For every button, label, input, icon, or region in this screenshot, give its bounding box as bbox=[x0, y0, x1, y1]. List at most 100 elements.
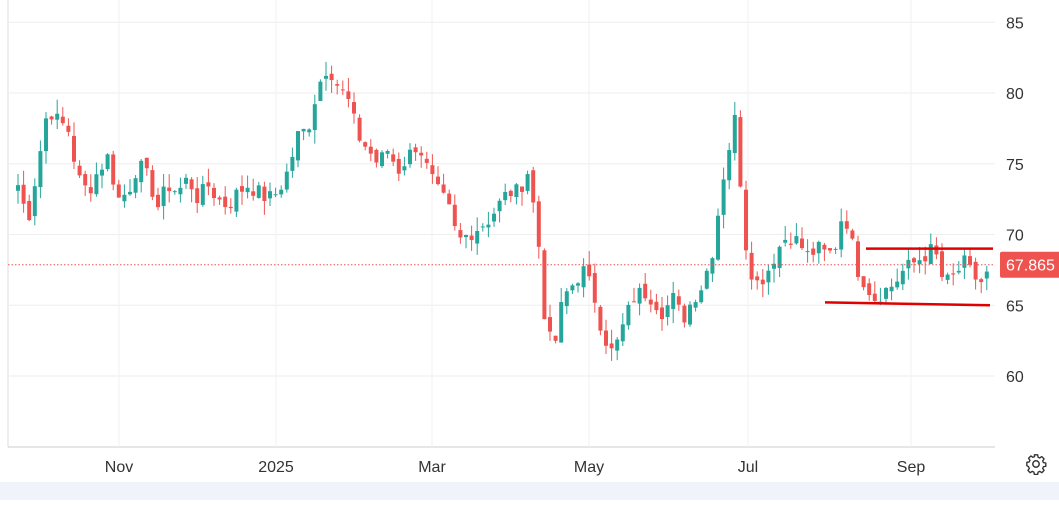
candle-body bbox=[27, 200, 32, 221]
candle bbox=[251, 178, 256, 201]
candle bbox=[385, 149, 390, 159]
candle-body bbox=[604, 330, 608, 346]
candle-body bbox=[738, 117, 743, 187]
candle bbox=[665, 295, 670, 326]
candle-body bbox=[16, 185, 20, 191]
candle-body bbox=[430, 165, 435, 175]
candle-body bbox=[839, 221, 844, 250]
settings-button[interactable] bbox=[1024, 453, 1048, 478]
candle-body bbox=[452, 204, 457, 227]
candle bbox=[100, 163, 104, 189]
candle bbox=[850, 228, 855, 241]
candle-body bbox=[934, 245, 939, 255]
candle bbox=[284, 163, 289, 193]
candle-body bbox=[766, 270, 771, 283]
candle-body bbox=[458, 230, 463, 238]
candle-body bbox=[245, 187, 250, 193]
candle bbox=[268, 182, 272, 206]
candle bbox=[777, 245, 782, 277]
x-tick-label: Nov bbox=[105, 459, 133, 476]
candle-body bbox=[900, 270, 905, 285]
candle bbox=[178, 177, 183, 203]
candle-body bbox=[402, 166, 407, 171]
candle-body bbox=[340, 89, 345, 91]
candle-body bbox=[475, 230, 480, 244]
candle bbox=[542, 248, 547, 320]
candle bbox=[318, 79, 323, 102]
candle bbox=[626, 301, 631, 330]
candle-body bbox=[570, 285, 575, 291]
candle bbox=[161, 174, 166, 220]
candle-body bbox=[553, 335, 558, 341]
candle-body bbox=[609, 343, 614, 349]
candle bbox=[592, 263, 597, 313]
candle bbox=[21, 170, 26, 213]
candle bbox=[648, 289, 653, 313]
candle bbox=[492, 207, 496, 227]
candle-body bbox=[346, 91, 351, 99]
candle-body bbox=[777, 246, 782, 268]
candle bbox=[83, 170, 88, 196]
candle bbox=[783, 225, 788, 247]
candle-body bbox=[721, 179, 726, 215]
candle bbox=[212, 183, 216, 206]
candle-body bbox=[228, 206, 233, 209]
candle-body bbox=[447, 193, 452, 205]
candle bbox=[710, 256, 715, 282]
candle bbox=[520, 186, 524, 206]
candle-body bbox=[144, 157, 149, 169]
candle bbox=[968, 248, 972, 268]
candle-body bbox=[856, 241, 860, 277]
candle-body bbox=[55, 113, 60, 120]
candle-body bbox=[318, 81, 323, 102]
candle-body bbox=[32, 186, 37, 217]
candle-body bbox=[514, 184, 519, 198]
candle-body bbox=[945, 274, 950, 280]
candle bbox=[514, 183, 519, 205]
candle bbox=[660, 296, 664, 331]
candle-body bbox=[788, 243, 793, 245]
candle-body bbox=[324, 75, 328, 79]
candle bbox=[895, 268, 900, 290]
candle bbox=[380, 150, 384, 169]
candle-body bbox=[794, 236, 799, 244]
candle bbox=[486, 211, 491, 238]
candle-body bbox=[385, 151, 390, 154]
candle-body bbox=[704, 270, 709, 289]
candle bbox=[828, 248, 832, 254]
candle bbox=[240, 175, 244, 205]
candle bbox=[340, 80, 345, 95]
candle-body bbox=[301, 128, 306, 132]
candle bbox=[766, 265, 771, 295]
candle bbox=[822, 242, 827, 262]
candle bbox=[912, 256, 916, 273]
candle-body bbox=[200, 184, 205, 205]
candle bbox=[548, 304, 552, 341]
bottom-strip bbox=[0, 482, 1059, 500]
candle bbox=[956, 261, 961, 275]
candle-body bbox=[352, 102, 356, 114]
candle-body bbox=[161, 186, 166, 207]
candle-body bbox=[441, 184, 446, 193]
candle bbox=[324, 61, 328, 91]
candle-body bbox=[956, 270, 961, 273]
candle-body bbox=[368, 146, 373, 154]
candle bbox=[172, 189, 177, 195]
candle bbox=[217, 195, 222, 205]
candle-body bbox=[312, 104, 317, 131]
candle-body bbox=[716, 215, 720, 260]
candle bbox=[206, 168, 211, 196]
candle bbox=[979, 277, 984, 294]
candle-body bbox=[749, 252, 754, 280]
candle bbox=[16, 173, 20, 204]
candle-body bbox=[234, 189, 239, 212]
candle bbox=[307, 128, 312, 137]
candle-body bbox=[464, 234, 468, 238]
candle-body bbox=[844, 221, 849, 229]
candle bbox=[536, 195, 541, 259]
candle-body bbox=[21, 184, 26, 204]
candle-body bbox=[240, 186, 244, 192]
candle bbox=[352, 92, 356, 124]
